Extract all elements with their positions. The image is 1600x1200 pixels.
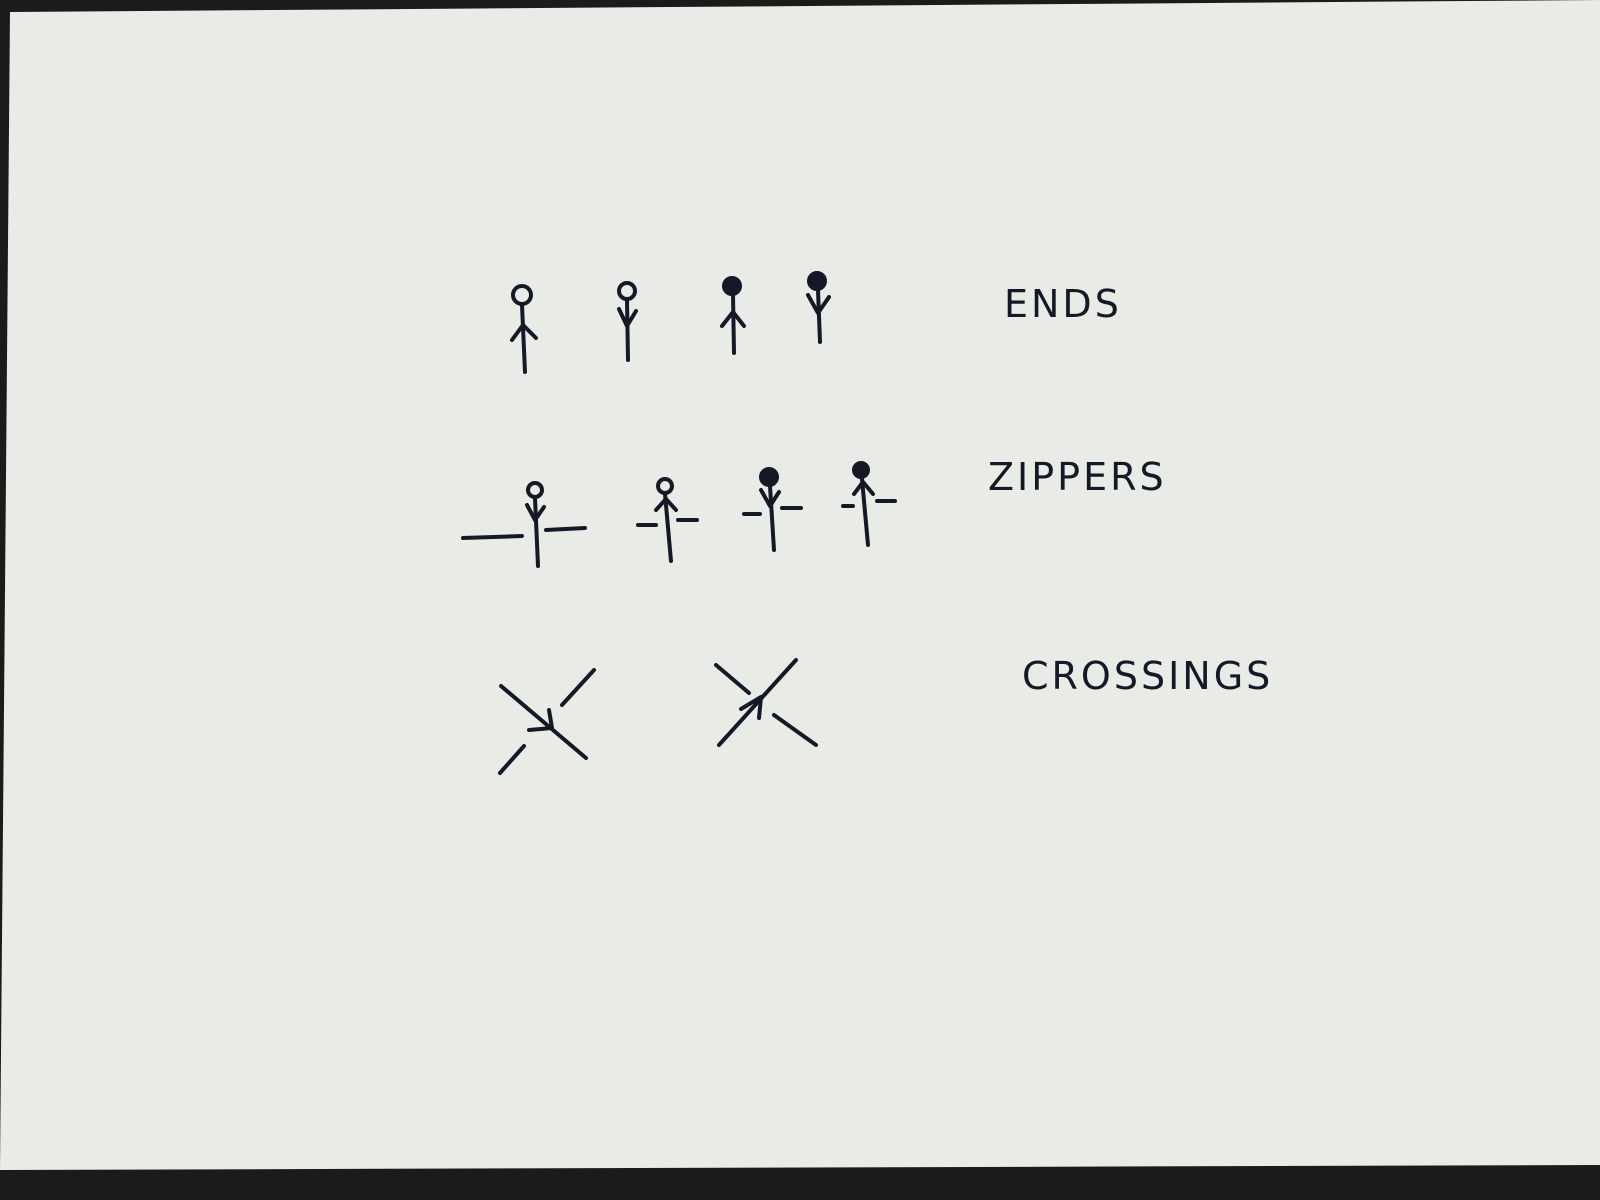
end-filled-arrow-up-symbol: [720, 276, 746, 355]
ends-row: ENDS: [510, 271, 1122, 374]
ends-label: ENDS: [1004, 282, 1122, 326]
paper-background: [0, 0, 1600, 1170]
zippers-label: ZIPPERS: [988, 455, 1167, 499]
crossing-under-arrow-symbol: [714, 658, 818, 747]
crossings-label: CROSSINGS: [1022, 654, 1273, 698]
zipper-open-arrow-down-symbol: [461, 481, 587, 568]
end-open-arrow-down-symbol: [617, 281, 638, 362]
zipper-filled-arrow-down-symbol: [742, 467, 803, 552]
end-filled-arrow-down-symbol: [806, 271, 831, 344]
zipper-filled-arrow-up-symbol: [841, 461, 897, 547]
crossing-over-arrow-symbol: [498, 668, 596, 775]
zippers-row: ZIPPERS: [461, 455, 1167, 568]
zipper-open-arrow-up-symbol: [636, 477, 699, 563]
crossings-row: CROSSINGS: [498, 654, 1273, 775]
end-open-arrow-up-symbol: [510, 284, 538, 374]
